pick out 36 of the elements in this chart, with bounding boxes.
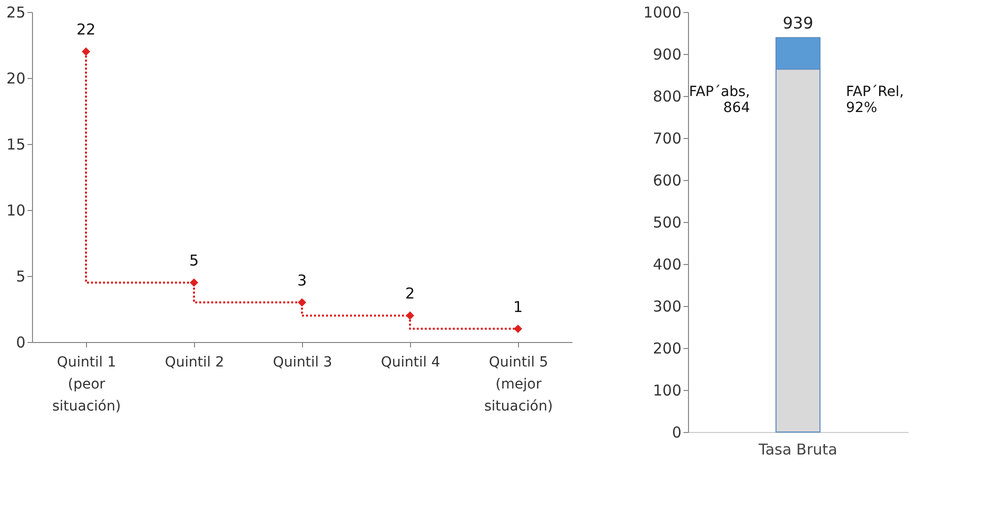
y-tick-label: 10 [6, 202, 26, 220]
y-tick-label: 700 [652, 130, 682, 148]
annotation: FAP´abs, 864 [689, 84, 750, 116]
data-label: 3 [297, 271, 307, 290]
point [406, 311, 414, 320]
y-tick-label: 500 [652, 214, 682, 232]
y-tick-label: 800 [652, 88, 682, 106]
point [82, 47, 90, 56]
annotation: FAP´Rel, 92% [846, 84, 904, 116]
total-label: 939 [782, 14, 814, 33]
x-tick-label: Quintil 2 [164, 354, 224, 370]
data-label: 1 [513, 298, 523, 316]
point [190, 278, 198, 287]
y-tick-label: 600 [652, 172, 682, 190]
y-tick-label: 300 [652, 298, 682, 316]
y-tick-label: 0 [16, 334, 26, 352]
y-tick-label: 0 [672, 424, 682, 442]
x-tick-label: Tasa Bruta [758, 440, 838, 458]
x-tick-label: Quintil 4 [380, 354, 440, 370]
y-tick-label: 100 [652, 382, 682, 400]
y-tick-label: 20 [6, 70, 26, 88]
y-tick-label: 200 [652, 340, 682, 358]
point [514, 324, 522, 333]
y-tick-label: 5 [16, 268, 26, 286]
x-tick-label: Quintil 5 (mejor situación) [484, 354, 553, 414]
point [298, 298, 306, 307]
y-tick-label: 15 [6, 136, 26, 154]
y-tick-label: 1000 [643, 4, 682, 22]
x-tick-label: Quintil 3 [272, 354, 332, 370]
y-tick-label: 400 [652, 256, 682, 274]
y-tick-label: 900 [652, 46, 682, 64]
data-label: 2 [405, 284, 415, 303]
x-tick-label: Quintil 1 (peor situación) [52, 354, 121, 414]
data-label: 5 [189, 252, 199, 270]
y-tick-label: 25 [6, 4, 26, 22]
data-label: 22 [76, 20, 96, 39]
